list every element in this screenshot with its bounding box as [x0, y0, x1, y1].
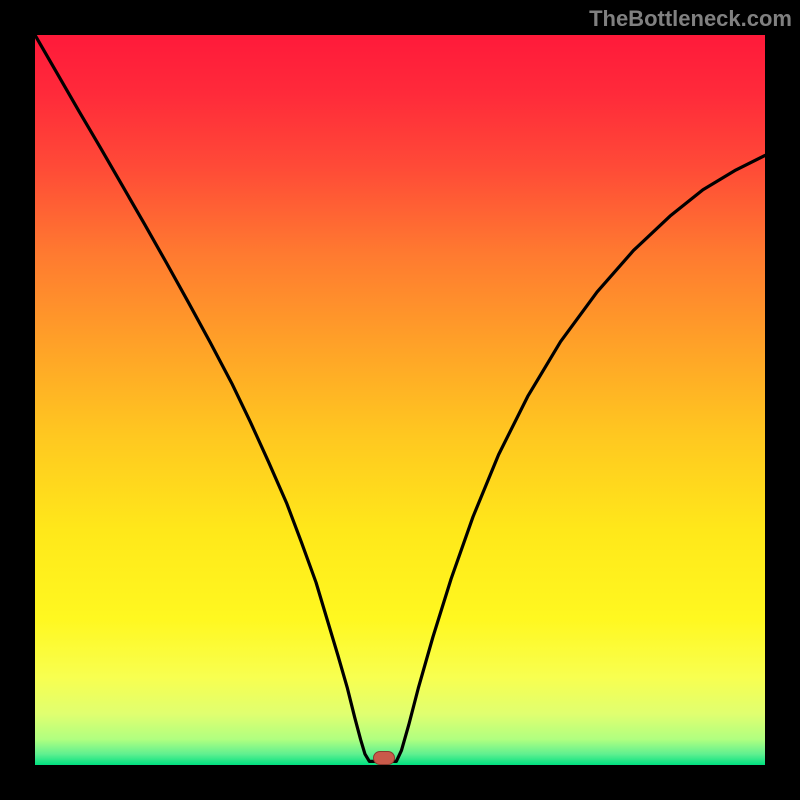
watermark-text: TheBottleneck.com — [589, 6, 792, 32]
chart-frame: TheBottleneck.com — [0, 0, 800, 800]
bottleneck-curve-path — [35, 35, 765, 761]
optimum-marker — [373, 751, 395, 765]
plot-area — [35, 35, 765, 765]
bottleneck-curve — [35, 35, 765, 765]
